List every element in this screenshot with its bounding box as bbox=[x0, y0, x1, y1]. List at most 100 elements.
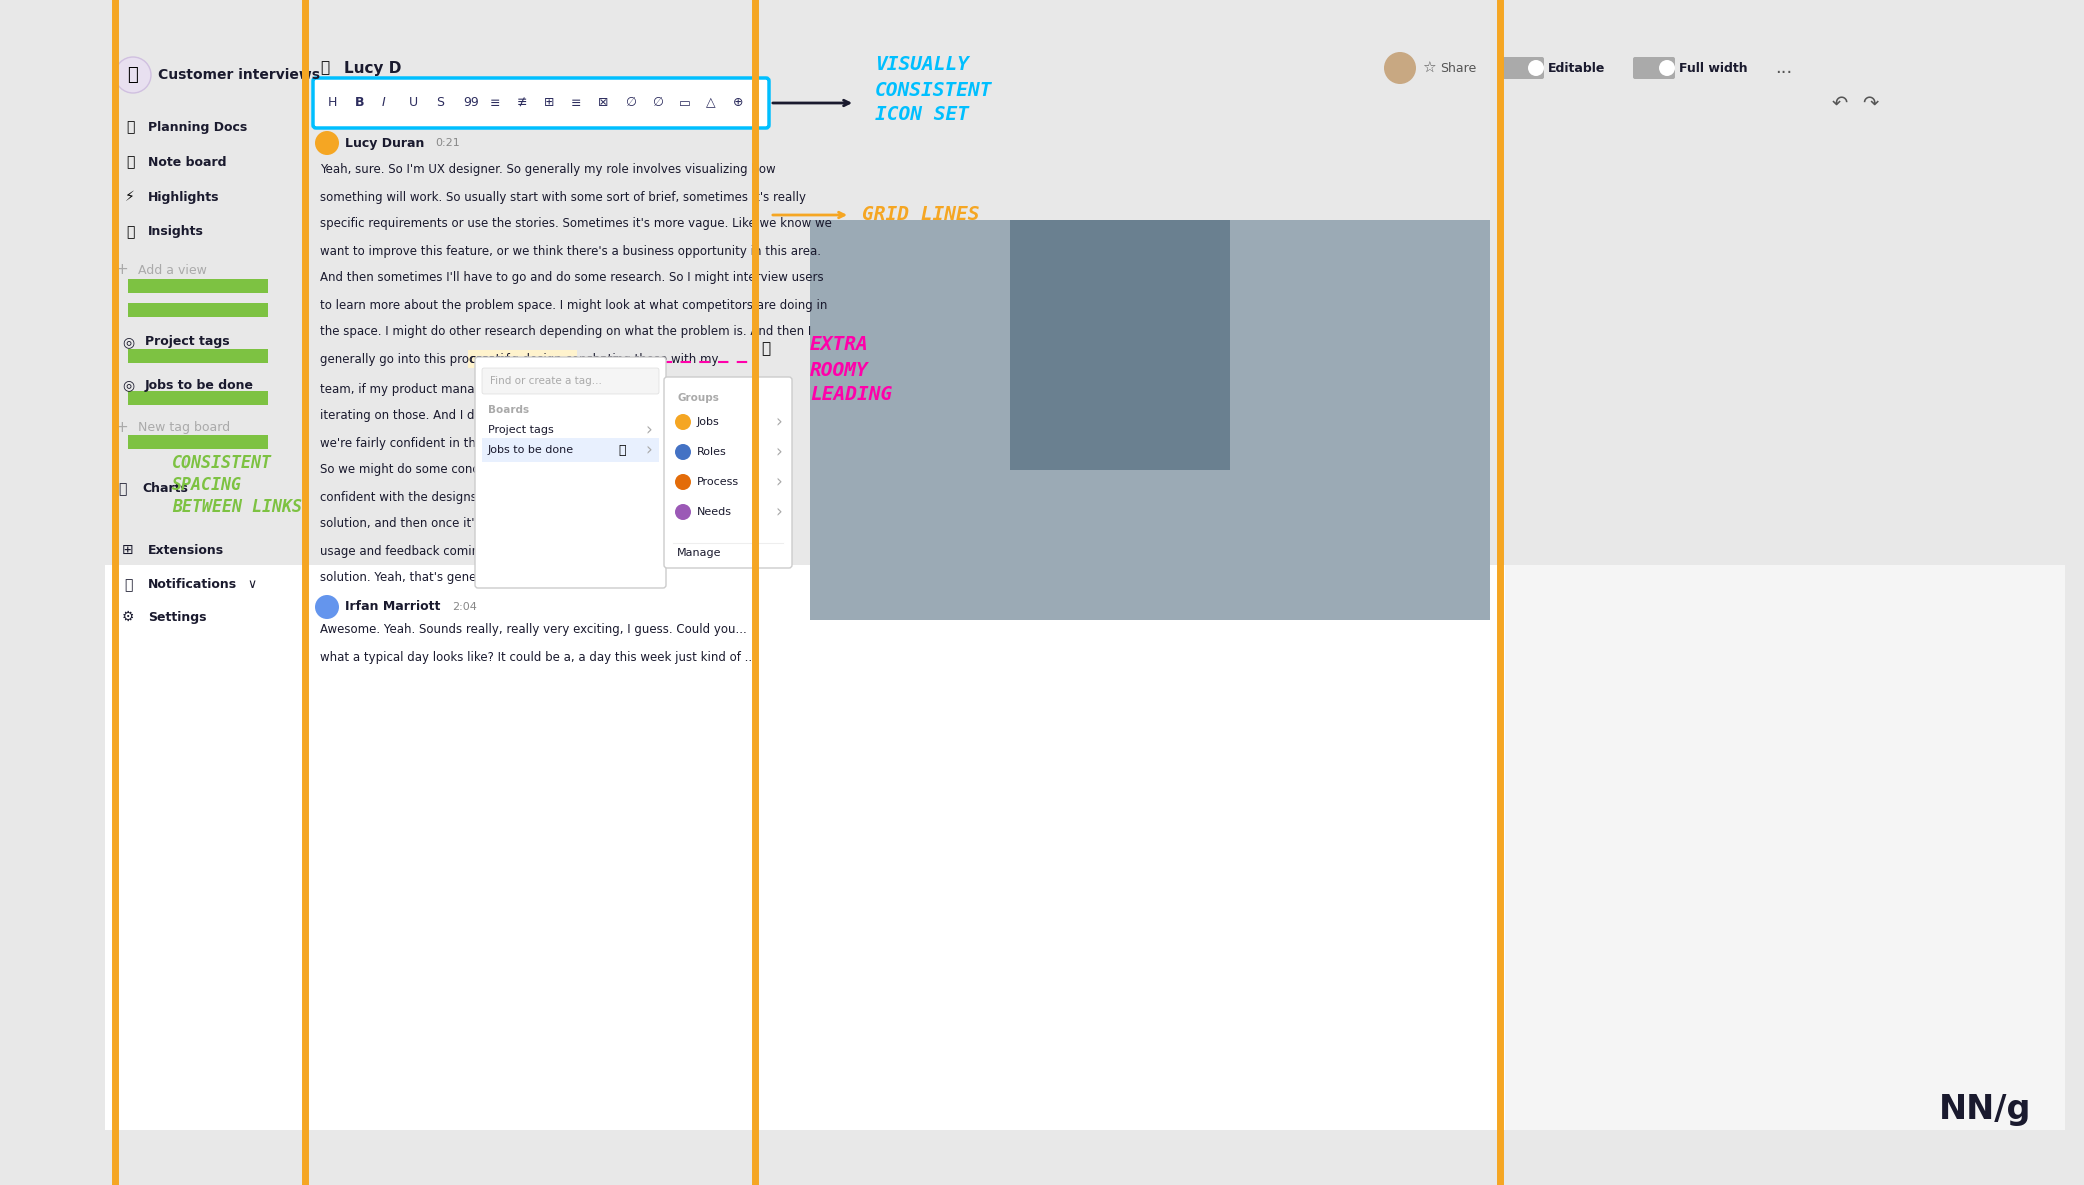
Circle shape bbox=[315, 132, 340, 155]
Text: creating design concepts: creating design concepts bbox=[469, 352, 619, 365]
FancyBboxPatch shape bbox=[1503, 57, 1544, 79]
FancyBboxPatch shape bbox=[665, 377, 792, 568]
Text: ∅: ∅ bbox=[625, 96, 636, 109]
Text: ✨: ✨ bbox=[125, 225, 133, 239]
Bar bbox=[811, 220, 1490, 620]
Text: Lucy Duran: Lucy Duran bbox=[346, 136, 425, 149]
Text: B: B bbox=[354, 96, 365, 109]
Circle shape bbox=[115, 57, 150, 92]
Circle shape bbox=[1528, 60, 1544, 76]
Text: Find or create a tag...: Find or create a tag... bbox=[490, 376, 602, 386]
Text: Settings: Settings bbox=[148, 610, 206, 623]
Circle shape bbox=[675, 414, 692, 430]
Text: Extensions: Extensions bbox=[148, 544, 225, 557]
Text: ›: › bbox=[775, 473, 782, 491]
Text: team, if my product manage: team, if my product manage bbox=[321, 383, 490, 396]
Text: Editable: Editable bbox=[1548, 62, 1605, 75]
Text: solution. Yeah, that's generally it.: solution. Yeah, that's generally it. bbox=[321, 571, 519, 584]
Text: specific requirements or use the stories. Sometimes it's more vague. Like we kno: specific requirements or use the stories… bbox=[321, 218, 832, 231]
Text: New tag board: New tag board bbox=[138, 422, 229, 435]
Text: ...: ... bbox=[1776, 59, 1792, 77]
Text: ▭: ▭ bbox=[679, 96, 690, 109]
Text: we're fairly confident in the i: we're fairly confident in the i bbox=[321, 436, 490, 449]
Circle shape bbox=[675, 504, 692, 520]
Text: usage and feedback coming in and we can continue to improve...: usage and feedback coming in and we can … bbox=[321, 544, 706, 557]
Text: Groups: Groups bbox=[677, 393, 719, 403]
Text: ⊞: ⊞ bbox=[123, 543, 133, 557]
Bar bbox=[127, 303, 269, 318]
Text: 99: 99 bbox=[463, 96, 479, 109]
Text: ≡: ≡ bbox=[571, 96, 581, 109]
Text: ↶: ↶ bbox=[1832, 94, 1849, 113]
Bar bbox=[467, 350, 577, 369]
Text: Lucy D: Lucy D bbox=[344, 60, 402, 76]
Circle shape bbox=[1044, 320, 1194, 470]
Circle shape bbox=[315, 595, 340, 619]
Text: iterating on those. And I do t: iterating on those. And I do t bbox=[321, 410, 490, 423]
Text: H: H bbox=[327, 96, 338, 109]
Text: △: △ bbox=[706, 96, 715, 109]
FancyBboxPatch shape bbox=[1634, 57, 1676, 79]
Text: 🔔: 🔔 bbox=[123, 578, 131, 592]
Text: I: I bbox=[381, 96, 386, 109]
Text: ∨: ∨ bbox=[248, 578, 256, 591]
Bar bbox=[481, 438, 659, 462]
Text: ›: › bbox=[775, 414, 782, 431]
Circle shape bbox=[675, 444, 692, 460]
Text: Planning Docs: Planning Docs bbox=[148, 121, 248, 134]
Text: 👆: 👆 bbox=[619, 443, 625, 456]
Text: something will work. So usually start with some sort of brief, sometimes it's re: something will work. So usually start wi… bbox=[321, 191, 807, 204]
Text: 📄: 📄 bbox=[125, 120, 133, 134]
Text: ⚙: ⚙ bbox=[121, 610, 133, 624]
Text: ⊕: ⊕ bbox=[734, 96, 744, 109]
Text: Roles: Roles bbox=[696, 447, 727, 457]
Text: ›: › bbox=[775, 443, 782, 461]
Text: ›: › bbox=[646, 441, 652, 459]
Text: Charts: Charts bbox=[142, 482, 188, 495]
Text: Notifications: Notifications bbox=[148, 578, 238, 591]
Text: Project tags: Project tags bbox=[488, 425, 554, 435]
Text: Boards: Boards bbox=[488, 405, 529, 415]
Text: ⌛: ⌛ bbox=[119, 482, 127, 497]
Bar bbox=[127, 278, 269, 293]
Text: ☆: ☆ bbox=[1421, 60, 1436, 76]
Text: Add a view: Add a view bbox=[138, 263, 206, 276]
Text: Awesome. Yeah. Sounds really, really very exciting, I guess. Could you...: Awesome. Yeah. Sounds really, really ver… bbox=[321, 623, 746, 636]
Text: 0:21: 0:21 bbox=[436, 137, 461, 148]
Bar bbox=[127, 391, 269, 405]
Text: 📋: 📋 bbox=[125, 155, 133, 169]
Text: ◎: ◎ bbox=[123, 378, 133, 392]
Bar bbox=[127, 435, 269, 449]
Text: And then sometimes I'll have to go and do some research. So I might interview us: And then sometimes I'll have to go and d… bbox=[321, 271, 823, 284]
Bar bbox=[1505, 565, 2065, 1130]
Text: So we might do some conce: So we might do some conce bbox=[321, 463, 486, 476]
Text: NN/g: NN/g bbox=[1938, 1094, 2032, 1127]
FancyBboxPatch shape bbox=[481, 369, 659, 393]
Text: , sharing those with my: , sharing those with my bbox=[579, 352, 719, 365]
Text: want to improve this feature, or we think there's a business opportunity in this: want to improve this feature, or we thin… bbox=[321, 244, 821, 257]
Text: ⊞: ⊞ bbox=[544, 96, 554, 109]
Text: 🔔: 🔔 bbox=[761, 341, 771, 357]
Text: Jobs to be done: Jobs to be done bbox=[488, 446, 573, 455]
Text: ↷: ↷ bbox=[1861, 94, 1878, 113]
FancyBboxPatch shape bbox=[313, 78, 769, 128]
Text: S: S bbox=[436, 96, 444, 109]
Text: ›: › bbox=[646, 421, 652, 438]
Text: Process: Process bbox=[696, 478, 740, 487]
Text: Jobs to be done: Jobs to be done bbox=[146, 378, 254, 391]
Text: ≡: ≡ bbox=[490, 96, 500, 109]
Text: Share: Share bbox=[1440, 62, 1475, 75]
Text: U: U bbox=[408, 96, 419, 109]
Text: solution, and then once it's c: solution, and then once it's c bbox=[321, 518, 490, 531]
Text: EXTRA
ROOMY
LEADING: EXTRA ROOMY LEADING bbox=[811, 335, 892, 404]
Circle shape bbox=[675, 474, 692, 491]
Text: Project tags: Project tags bbox=[146, 335, 229, 348]
Text: Irfan Marriott: Irfan Marriott bbox=[346, 601, 440, 614]
Text: CONSISTENT
SPACING
BETWEEN LINKS: CONSISTENT SPACING BETWEEN LINKS bbox=[173, 454, 302, 517]
Text: generally go into this process of: generally go into this process of bbox=[321, 352, 513, 365]
Text: Customer interviews: Customer interviews bbox=[158, 68, 321, 82]
Text: to learn more about the problem space. I might look at what competitors are doin: to learn more about the problem space. I… bbox=[321, 299, 827, 312]
Text: ∅: ∅ bbox=[652, 96, 663, 109]
Text: VISUALLY
CONSISTENT
ICON SET: VISUALLY CONSISTENT ICON SET bbox=[875, 56, 992, 124]
Text: GRID LINES: GRID LINES bbox=[863, 205, 979, 224]
